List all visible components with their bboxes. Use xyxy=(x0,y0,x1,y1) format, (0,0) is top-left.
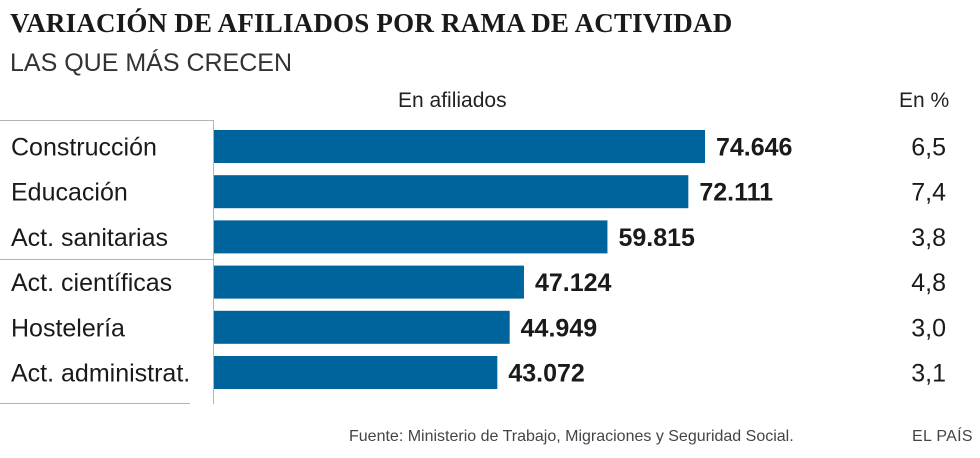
category-label: Construcción xyxy=(11,134,157,162)
chart-title: VARIACIÓN DE AFILIADOS POR RAMA DE ACTIV… xyxy=(10,8,733,38)
source-note: Fuente: Ministerio de Trabajo, Migracion… xyxy=(349,428,794,445)
category-label: Act. científicas xyxy=(11,269,172,297)
category-label: Educación xyxy=(11,179,128,207)
chart-subtitle: LAS QUE MÁS CRECEN xyxy=(10,49,293,77)
category-label: Act. sanitarias xyxy=(11,224,168,252)
bar xyxy=(214,310,510,344)
percent-label: 3,0 xyxy=(911,314,946,342)
value-label: 72.111 xyxy=(699,179,773,207)
bar xyxy=(214,220,608,254)
category-label: Act. administrat. xyxy=(11,360,190,388)
value-label: 43.072 xyxy=(508,360,584,388)
value-label: 74.646 xyxy=(716,134,792,162)
percent-label: 7,4 xyxy=(911,179,946,207)
bar xyxy=(214,356,498,389)
percent-label: 6,5 xyxy=(911,134,946,162)
percent-label: 3,1 xyxy=(911,360,946,388)
value-label: 47.124 xyxy=(535,269,612,297)
percent-label: 4,8 xyxy=(911,269,946,297)
bar xyxy=(214,265,524,299)
bar xyxy=(214,130,705,163)
bar xyxy=(214,175,689,209)
brand-label: EL PAÍS xyxy=(912,428,973,445)
percent-label: 3,8 xyxy=(911,224,946,252)
category-label: Hostelería xyxy=(11,314,125,342)
value-label: 44.949 xyxy=(521,314,597,342)
value-label: 59.815 xyxy=(618,224,695,252)
column-header-afiliados: En afiliados xyxy=(398,89,507,112)
column-header-percent: En % xyxy=(899,89,950,112)
